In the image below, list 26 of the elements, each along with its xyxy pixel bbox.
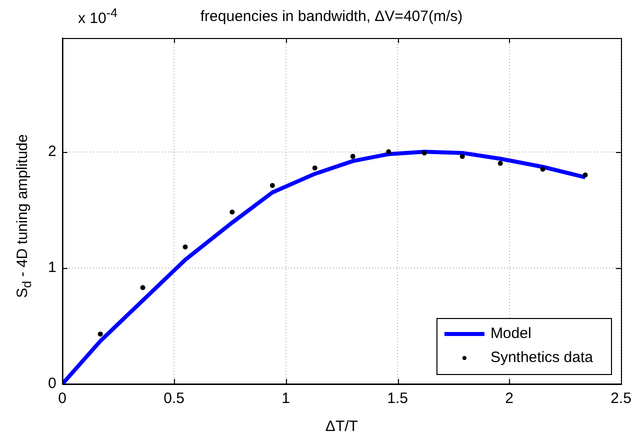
point <box>582 172 588 178</box>
point <box>230 210 235 215</box>
point <box>350 154 356 159</box>
legend-label: Synthetics data <box>490 349 594 366</box>
x-tick-label: 2.5 <box>610 390 632 408</box>
text: x 10$^{-4}$ <box>78 6 118 27</box>
point <box>312 166 318 171</box>
point <box>386 149 392 154</box>
point <box>498 160 503 166</box>
point <box>270 182 275 188</box>
x-tick-label: 1 <box>282 390 290 408</box>
x-tick-label: 2 <box>505 390 514 408</box>
chart-title: frequencies in bandwidth, ΔV=407(m/s) <box>200 8 463 26</box>
legend-label: Model <box>490 325 532 342</box>
y-tick-label: 1 <box>48 259 56 276</box>
point <box>98 332 103 337</box>
x-tick-label: 1.5 <box>387 390 408 408</box>
y-tick-label: 0 <box>48 375 56 392</box>
point <box>540 166 546 172</box>
point <box>460 154 465 159</box>
point <box>140 285 146 290</box>
point <box>182 244 188 250</box>
x-axis-title: ΔT/T <box>325 418 358 436</box>
y-tick-label: 2 <box>48 142 56 160</box>
point <box>422 150 427 156</box>
x-tick-label: 0.5 <box>164 390 185 408</box>
